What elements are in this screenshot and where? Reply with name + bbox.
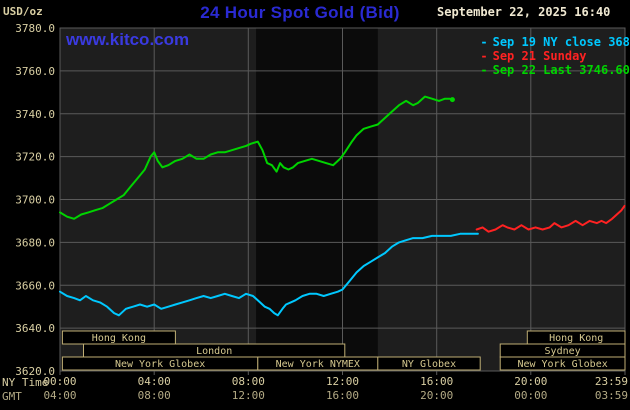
x-tick-label: 00:00 (514, 389, 547, 402)
datetime-label: September 22, 2025 16:40 (437, 5, 611, 19)
legend-bullet-sep21: - (480, 49, 488, 63)
x-tick-label: 12:00 (232, 389, 265, 402)
y-tick-label: 3640.0 (15, 322, 55, 335)
chart-title: 24 Hour Spot Gold (Bid) (200, 3, 400, 22)
session-label: Sydney (545, 346, 581, 357)
y-tick-label: 3780.0 (15, 22, 55, 35)
session-label: New York Globex (115, 359, 205, 370)
x-tick-label: 23:59 (595, 375, 628, 388)
session-box (499, 356, 626, 371)
y-tick-label: 3720.0 (15, 151, 55, 164)
legend-label-sep22: Sep 22 Last 3746.60 (492, 63, 630, 77)
session-label: Hong Kong (549, 333, 603, 344)
x-tick-label: 16:00 (326, 389, 359, 402)
x-tick-label: 16:00 (420, 375, 453, 388)
y-tick-label: 3740.0 (15, 108, 55, 121)
y-tick-label: 3700.0 (15, 194, 55, 207)
x-tick-label: 12:00 (326, 375, 359, 388)
legend-item-sep19-close: -Sep 19 NY close 3684.00 (437, 21, 630, 49)
x-tick-label: 08:00 (232, 375, 265, 388)
y-axis-units-label: USD/oz (3, 5, 43, 18)
legend: -Sep 19 NY close 3684.00 -Sep 21 Sunday … (437, 21, 630, 77)
x-tick-label: 04:00 (43, 389, 76, 402)
price-series-line-2 (59, 95, 454, 220)
last-price-marker (449, 97, 455, 103)
session-label: London (196, 346, 232, 357)
session-label: Hong Kong (92, 333, 146, 344)
session-box (377, 356, 481, 371)
kitco-watermark-link[interactable]: www.kitco.com (66, 30, 190, 49)
price-series-line-0 (59, 232, 479, 317)
plot-border (59, 27, 626, 372)
y-tick-label: 3620.0 (15, 365, 55, 378)
x-tick-label: 04:00 (138, 375, 171, 388)
legend-bullet-sep19: - (480, 35, 488, 49)
legend-label-sep19: Sep 19 NY close 3684.00 (492, 35, 630, 49)
y-tick-label: 3680.0 (15, 236, 55, 249)
legend-label-sep21: Sep 21 Sunday (492, 49, 587, 63)
session-label: NY Globex (402, 359, 456, 370)
x-tick-label: 00:00 (43, 375, 76, 388)
x-axis-ny-time-label: NY Time (2, 376, 49, 389)
legend-item-sep22-last: - Sep 22 Last 3746.60 (437, 49, 630, 77)
x-tick-label: 08:00 (138, 389, 171, 402)
price-series-line-1 (475, 204, 626, 233)
y-tick-label: 3760.0 (15, 65, 55, 78)
x-tick-label: 03:59 (595, 389, 628, 402)
x-tick-label: 20:00 (420, 389, 453, 402)
legend-item-sep21-sunday: - Sep 21 Sunday (437, 35, 630, 63)
y-tick-label: 3660.0 (15, 279, 55, 292)
x-tick-label: 20:00 (514, 375, 547, 388)
legend-bullet-sep22: - (480, 63, 488, 77)
session-label: New York Globex (517, 359, 607, 370)
session-label: New York NYMEX (276, 359, 360, 370)
x-axis-gmt-label: GMT (2, 390, 22, 403)
